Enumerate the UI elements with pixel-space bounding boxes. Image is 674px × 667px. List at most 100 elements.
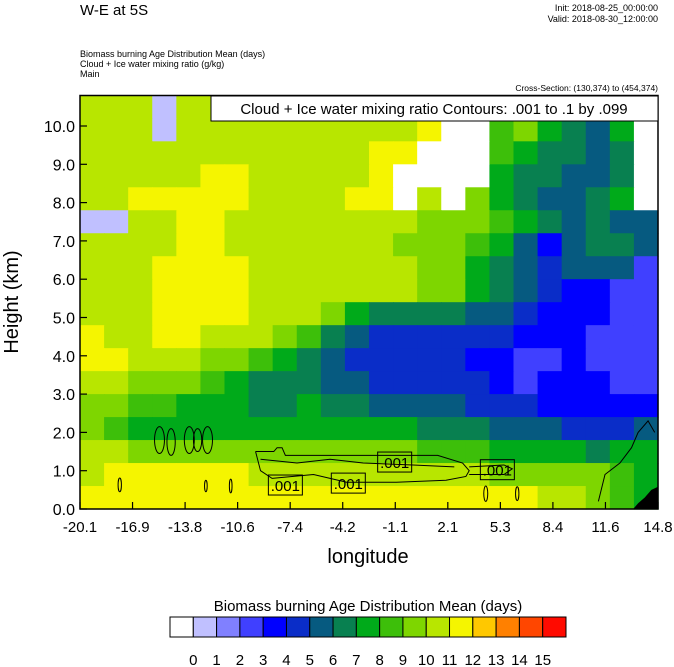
age-cell (224, 394, 250, 418)
age-cell (633, 118, 659, 142)
age-cell (176, 233, 202, 257)
age-cell (344, 417, 370, 441)
age-cell (585, 233, 611, 257)
age-cell (248, 371, 274, 395)
age-cell (465, 187, 491, 211)
age-cell (272, 302, 298, 326)
x-tick-label: -13.8 (168, 519, 202, 536)
colorbar-label: 12 (464, 652, 481, 667)
age-cell (200, 256, 226, 280)
age-cell (152, 302, 177, 326)
age-cell (272, 394, 298, 418)
colorbar-title: Biomass burning Age Distribution Mean (d… (214, 598, 522, 615)
age-cell (104, 187, 129, 211)
age-cell (176, 394, 202, 418)
age-cell (609, 371, 635, 395)
age-cell (417, 187, 442, 211)
age-cell (489, 256, 515, 280)
age-cell (344, 463, 370, 487)
age-cell (224, 141, 250, 165)
age-cell (344, 210, 370, 234)
age-cell (393, 256, 418, 280)
cloud-contours: .001 .001 .001 .001 (117, 420, 656, 502)
age-cell (152, 440, 177, 464)
age-cell (224, 279, 250, 303)
colorbar-label: 6 (329, 652, 337, 667)
age-cell (344, 233, 370, 257)
age-cell (441, 440, 466, 464)
age-cell (561, 302, 587, 326)
terrain-shape (633, 486, 658, 509)
age-cell (296, 187, 322, 211)
age-cell (513, 417, 539, 441)
age-cell (561, 210, 587, 234)
contour-line (255, 447, 470, 483)
age-cell (176, 95, 202, 119)
age-cell (344, 394, 370, 418)
age-cell (585, 210, 611, 234)
contour-line (260, 458, 455, 468)
age-cell (417, 394, 442, 418)
age-cell (344, 187, 370, 211)
age-cell (441, 210, 466, 234)
colorbar-swatch (169, 616, 194, 638)
age-cell (513, 394, 539, 418)
age-cell (393, 141, 418, 165)
age-cell (561, 463, 587, 487)
age-cell (200, 417, 226, 441)
age-cell (537, 371, 563, 395)
age-cell (152, 95, 177, 119)
age-cell (80, 187, 105, 211)
colorbar-swatch (309, 616, 334, 638)
age-cell (561, 440, 587, 464)
age-cell (128, 463, 153, 487)
age-cell (320, 141, 346, 165)
age-cell (609, 348, 635, 372)
colorbar-label: 4 (282, 652, 290, 667)
age-cell (489, 141, 515, 165)
age-cell (393, 187, 418, 211)
age-cell (513, 348, 539, 372)
age-cell (176, 164, 202, 188)
age-cell (152, 187, 177, 211)
age-cell (537, 233, 563, 257)
colorbar-swatch (239, 616, 264, 638)
age-cell (152, 394, 177, 418)
y-tick-label: 1.0 (53, 464, 75, 481)
age-cell (561, 348, 587, 372)
contour-label: .001 (271, 478, 300, 495)
contour-label: .001 (380, 455, 409, 472)
colorbar-swatch (285, 616, 311, 638)
age-cell (537, 302, 563, 326)
age-cell (344, 164, 370, 188)
age-cell (296, 486, 322, 510)
age-cell (200, 302, 226, 326)
age-cell (633, 279, 659, 303)
age-cell (320, 417, 346, 441)
y-tick-label: 9.0 (53, 157, 75, 174)
age-cell (296, 440, 322, 464)
contour-label-box (479, 459, 515, 481)
age-cell (585, 486, 611, 510)
age-cell (128, 371, 153, 395)
age-cell (633, 256, 659, 280)
age-cell (441, 371, 466, 395)
age-cell (513, 325, 539, 349)
age-cell (224, 486, 250, 510)
age-cell (104, 95, 129, 119)
age-cell (176, 118, 202, 142)
age-cell (272, 256, 298, 280)
contour-loop (228, 478, 233, 494)
colorbar-swatch (449, 616, 474, 638)
age-cell (633, 463, 659, 487)
init-time: Init: 2018-08-25_00:00:00 (554, 3, 658, 13)
age-cell (369, 302, 394, 326)
age-cell (128, 118, 153, 142)
subtitle-domain: Main (80, 69, 100, 79)
age-cell (128, 141, 153, 165)
age-cell (417, 118, 442, 142)
age-cell (320, 348, 346, 372)
contour-label-box (330, 472, 366, 494)
age-cell (489, 486, 515, 510)
x-tick-label: 8.4 (542, 519, 563, 536)
